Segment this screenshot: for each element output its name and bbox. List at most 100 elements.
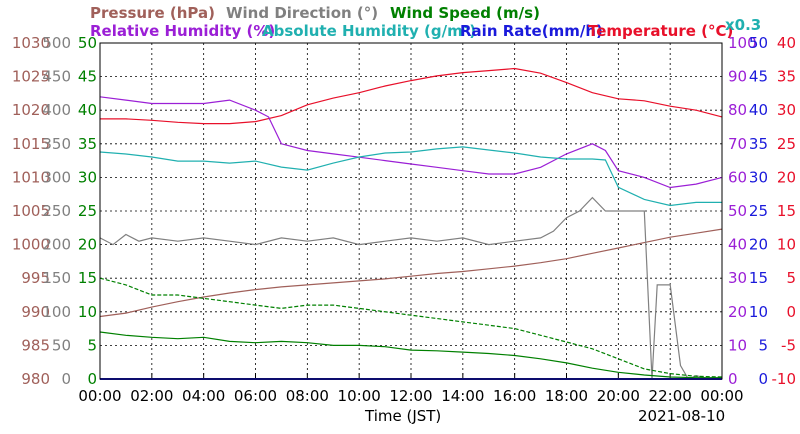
tick-label-pressure: 1015	[12, 135, 50, 153]
tick-label-relative-humidity: 60	[728, 168, 747, 186]
tick-label-pressure: 980	[21, 370, 50, 388]
tick-label-wind-direction: 200	[42, 236, 71, 254]
tick-label-temperature: 5	[786, 269, 796, 287]
x-tick-label: 00:00	[78, 387, 121, 405]
x-tick-label: 18:00	[545, 387, 588, 405]
x-axis-label: Time (JST)	[364, 407, 441, 425]
series-line-wind-speed-gust	[99, 277, 723, 378]
legend-relative-humidity: Relative Humidity (%)	[90, 22, 275, 40]
tick-label-rain-rate: 35	[749, 135, 768, 153]
grid	[100, 43, 722, 379]
tick-label-temperature: 35	[777, 68, 796, 86]
series-line-relative-humidity	[99, 96, 723, 189]
series-line-absolute-humidity	[99, 146, 722, 207]
tick-label-temperature: -5	[781, 336, 796, 354]
tick-label-wind-speed: 15	[78, 269, 97, 287]
tick-label-wind-direction: 0	[61, 370, 71, 388]
tick-label-wind-speed: 30	[78, 168, 97, 186]
x-tick-label: 20:00	[597, 387, 640, 405]
tick-label-pressure: 1010	[12, 168, 50, 186]
tick-label-relative-humidity: 30	[728, 269, 747, 287]
tick-label-relative-humidity: 50	[728, 202, 747, 220]
x-tick-label: 06:00	[234, 387, 277, 405]
tick-label-wind-speed: 50	[78, 34, 97, 52]
tick-label-rain-rate: 30	[749, 168, 768, 186]
tick-label-relative-humidity: 10	[728, 336, 747, 354]
legend-pressure: Pressure (hPa)	[90, 4, 215, 22]
tick-label-rain-rate: 15	[749, 269, 768, 287]
tick-label-wind-direction: 150	[42, 269, 71, 287]
tick-label-temperature: 10	[777, 236, 796, 254]
tick-label-wind-speed: 35	[78, 135, 97, 153]
tick-label-wind-speed: 0	[87, 370, 97, 388]
tick-label-relative-humidity: 100	[728, 34, 757, 52]
tick-label-temperature: 25	[777, 135, 796, 153]
x-tick-label: 16:00	[493, 387, 536, 405]
tick-label-rain-rate: 20	[749, 236, 768, 254]
tick-label-wind-direction: 350	[42, 135, 71, 153]
tick-label-pressure: 1005	[12, 202, 50, 220]
x-tick-label: 22:00	[649, 387, 692, 405]
x-axis: 00:00 02:00 04:00 06:00 08:00 10:00 12:00 14:00…	[78, 373, 744, 405]
tick-label-wind-direction: 50	[52, 336, 71, 354]
tick-label-wind-speed: 25	[78, 202, 97, 220]
tick-label-wind-speed: 10	[78, 303, 97, 321]
tick-label-rain-rate: 10	[749, 303, 768, 321]
tick-label-temperature: -10	[772, 370, 797, 388]
legend-rain-rate: Rain Rate(mm/h)	[460, 22, 603, 40]
multiplier-note: x0.3	[725, 16, 761, 34]
tick-label-temperature: 0	[786, 303, 796, 321]
tick-label-relative-humidity: 20	[728, 303, 747, 321]
tick-label-relative-humidity: 40	[728, 236, 747, 254]
tick-label-temperature: 40	[777, 34, 796, 52]
tick-label-relative-humidity: 90	[728, 68, 747, 86]
x-tick-label: 12:00	[389, 387, 432, 405]
series-line-wind-speed	[99, 331, 722, 379]
tick-label-wind-direction: 300	[42, 168, 71, 186]
x-tick-label: 04:00	[182, 387, 225, 405]
tick-label-pressure: 995	[21, 269, 50, 287]
tick-label-wind-direction: 500	[42, 34, 71, 52]
tick-label-wind-speed: 5	[87, 336, 97, 354]
tick-label-pressure: 1000	[12, 236, 50, 254]
date-label: 2021-08-10	[638, 407, 725, 425]
tick-label-wind-direction: 450	[42, 68, 71, 86]
x-tick-label: 08:00	[286, 387, 329, 405]
tick-label-rain-rate: 25	[749, 202, 768, 220]
tick-label-relative-humidity: 0	[728, 370, 738, 388]
plot-frame	[99, 42, 723, 380]
tick-label-rain-rate: 45	[749, 68, 768, 86]
tick-label-pressure: 1025	[12, 68, 50, 86]
legend-wind-speed: Wind Speed (m/s)	[390, 4, 540, 22]
x-tick-label: 14:00	[441, 387, 484, 405]
x-tick-label: 10:00	[338, 387, 381, 405]
tick-label-pressure: 1030	[12, 34, 50, 52]
tick-label-temperature: 15	[777, 202, 796, 220]
tick-label-wind-direction: 100	[42, 303, 71, 321]
tick-label-rain-rate: 0	[758, 370, 768, 388]
tick-label-wind-speed: 40	[78, 101, 97, 119]
tick-label-wind-speed: 20	[78, 236, 97, 254]
tick-label-rain-rate: 40	[749, 101, 768, 119]
left-axes: 9809859909951000100510101015102010251030…	[12, 34, 97, 388]
legend-wind-direction: Wind Direction (°)	[226, 4, 378, 22]
legend-temperature: Temperature (°C)	[588, 22, 733, 40]
series-line-wind-direction	[99, 196, 722, 380]
right-axes: 0102030405060708090100051015202530354045…	[728, 34, 796, 388]
tick-label-wind-speed: 45	[78, 68, 97, 86]
tick-label-pressure: 1020	[12, 101, 50, 119]
tick-label-wind-direction: 250	[42, 202, 71, 220]
tick-label-pressure: 985	[21, 336, 50, 354]
series-line-pressure	[99, 228, 723, 318]
series-line-temperature	[100, 67, 723, 125]
x-tick-label: 02:00	[130, 387, 173, 405]
tick-label-pressure: 990	[21, 303, 50, 321]
tick-label-rain-rate: 5	[758, 336, 768, 354]
tick-label-temperature: 20	[777, 168, 796, 186]
legend-absolute-humidity: Absolute Humidity (g/m³)	[262, 22, 476, 40]
tick-label-temperature: 30	[777, 101, 796, 119]
tick-label-relative-humidity: 70	[728, 135, 747, 153]
tick-label-rain-rate: 50	[749, 34, 768, 52]
